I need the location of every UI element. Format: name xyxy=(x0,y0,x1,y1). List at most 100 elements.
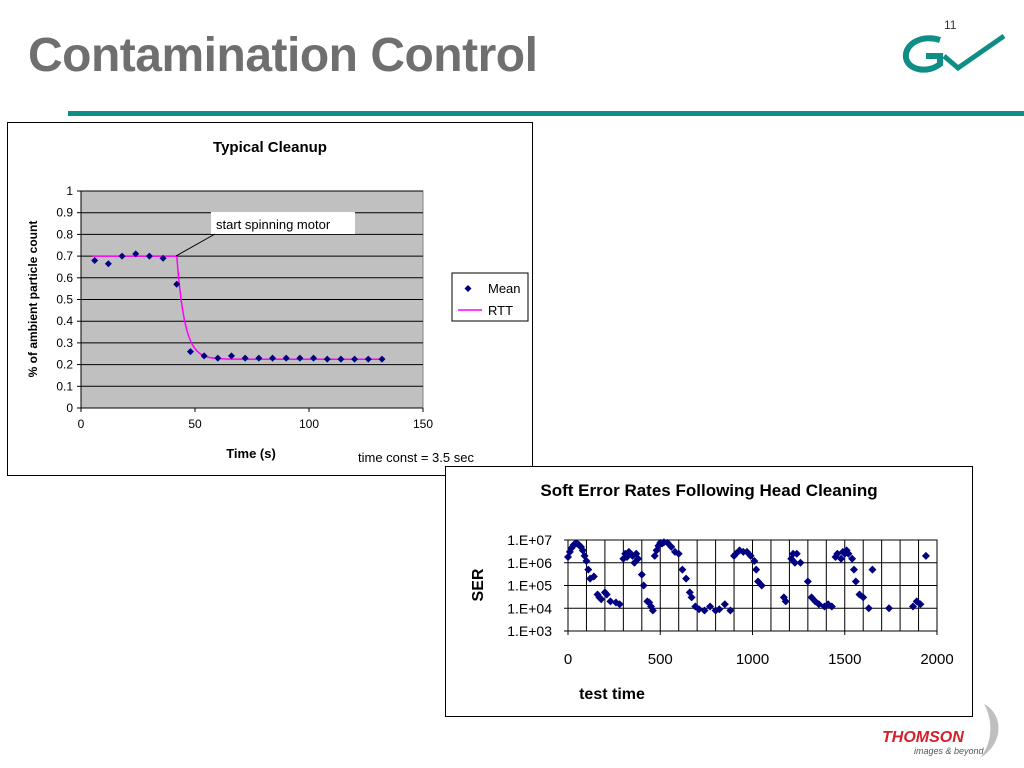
cleanup-y-tick-label: 0 xyxy=(66,401,73,415)
ser-point xyxy=(796,558,805,567)
mean-point xyxy=(104,260,112,268)
ser-y-tick-label: 1.E+04 xyxy=(507,600,552,616)
ser-point xyxy=(909,602,918,611)
thomson-wordmark: THOMSON xyxy=(882,729,964,746)
cleanup-y-tick-label: 0.2 xyxy=(56,358,73,372)
thomson-logo-icon: THOMSON images & beyond xyxy=(882,704,999,758)
ser-chart-title: Soft Error Rates Following Head Cleaning xyxy=(540,481,877,500)
gv-logo-icon xyxy=(902,33,1006,73)
ser-point xyxy=(687,593,696,602)
ser-point xyxy=(851,577,860,586)
mean-point xyxy=(145,252,153,260)
ser-point xyxy=(700,606,709,615)
mean-point xyxy=(186,348,194,356)
mean-point xyxy=(214,354,222,362)
legend-mean-marker-icon xyxy=(464,285,472,292)
mean-point xyxy=(132,250,140,258)
mean-point xyxy=(269,354,277,362)
mean-point xyxy=(296,354,304,362)
cleanup-y-axis-title: % of ambient particle count xyxy=(26,221,40,378)
ser-point xyxy=(885,604,894,613)
ser-point xyxy=(720,600,729,609)
mean-point xyxy=(159,254,167,262)
time-constant-note: time const = 3.5 sec xyxy=(358,450,474,465)
ser-point xyxy=(715,605,724,614)
mean-point xyxy=(255,354,263,362)
mean-point xyxy=(323,355,331,363)
ser-point xyxy=(648,606,657,615)
ser-point xyxy=(589,572,598,581)
mean-point xyxy=(227,352,235,360)
ser-point xyxy=(790,558,799,567)
ser-point xyxy=(859,593,868,602)
ser-point xyxy=(678,565,687,574)
cleanup-x-axis-title: Time (s) xyxy=(226,446,276,461)
ser-x-tick-label: 1000 xyxy=(736,651,769,668)
mean-point xyxy=(118,252,126,260)
cleanup-x-tick-label: 50 xyxy=(188,417,202,431)
mean-point xyxy=(310,354,318,362)
ser-point xyxy=(582,556,591,565)
cleanup-x-tick-label: 0 xyxy=(78,417,85,431)
mean-point xyxy=(173,280,181,288)
ser-point xyxy=(844,549,853,558)
ser-y-axis-title: SER xyxy=(470,568,487,601)
slide-title: Contamination Control xyxy=(28,29,538,82)
cleanup-y-tick-label: 1 xyxy=(66,184,73,198)
mean-point xyxy=(378,355,386,363)
ser-point xyxy=(634,554,643,563)
cleanup-y-tick-label: 0.6 xyxy=(56,271,73,285)
ser-y-tick-label: 1.E+03 xyxy=(507,623,552,639)
legend-rtt-label: RTT xyxy=(488,303,513,318)
ser-point xyxy=(837,554,846,563)
ser-point xyxy=(827,602,836,611)
ser-point xyxy=(659,538,668,547)
ser-point xyxy=(600,588,609,597)
ser-point xyxy=(921,551,930,560)
cleanup-legend: Mean RTT xyxy=(451,272,529,322)
ser-point xyxy=(682,574,691,583)
cleanup-y-tick-label: 0.3 xyxy=(56,336,73,350)
ser-point xyxy=(781,597,790,606)
ser-y-tick-label: 1.E+05 xyxy=(507,578,552,594)
ser-point xyxy=(584,565,593,574)
ser-point xyxy=(647,602,656,611)
ser-point xyxy=(606,597,615,606)
ser-point xyxy=(833,549,842,558)
ser-point xyxy=(706,602,715,611)
ser-point xyxy=(726,606,735,615)
start-spinning-motor-label: start spinning motor xyxy=(216,217,331,232)
ser-point xyxy=(849,565,858,574)
ser-point xyxy=(637,570,646,579)
ser-chart: Soft Error Rates Following Head Cleaning… xyxy=(470,481,954,703)
cleanup-y-tick-label: 0.5 xyxy=(56,293,73,307)
ser-point xyxy=(615,600,624,609)
ser-point xyxy=(685,588,694,597)
ser-point xyxy=(831,552,840,561)
ser-point xyxy=(916,600,925,609)
mean-point xyxy=(364,355,372,363)
ser-point xyxy=(730,551,739,560)
cleanup-y-tick-label: 0.4 xyxy=(56,314,73,328)
ser-point xyxy=(868,565,877,574)
start-spinning-motor-callout: start spinning motor xyxy=(175,212,355,257)
ser-x-tick-label: 500 xyxy=(648,651,673,668)
ser-x-tick-label: 1500 xyxy=(828,651,861,668)
ser-x-tick-label: 0 xyxy=(564,651,572,668)
ser-x-axis-title: test time xyxy=(579,686,645,703)
cleanup-y-tick-label: 0.1 xyxy=(56,379,73,393)
cleanup-y-tick-label: 0.9 xyxy=(56,206,73,220)
ser-point xyxy=(567,543,576,552)
ser-point xyxy=(645,598,654,607)
ser-point xyxy=(746,551,755,560)
ser-point xyxy=(807,593,816,602)
cleanup-y-tick-label: 0.7 xyxy=(56,249,73,263)
ser-chart-panel: Soft Error Rates Following Head Cleaning… xyxy=(445,466,973,717)
mean-point xyxy=(241,354,249,362)
ser-point xyxy=(654,541,663,550)
ser-point xyxy=(586,574,595,583)
cleanup-x-tick-label: 100 xyxy=(299,417,319,431)
ser-x-tick-label: 2000 xyxy=(920,651,953,668)
cleanup-chart: Typical Cleanup 0 0.1 0.2 0.3 0.4 0.5 0.6 0.7 0.… xyxy=(26,139,529,465)
ser-point xyxy=(671,547,680,556)
